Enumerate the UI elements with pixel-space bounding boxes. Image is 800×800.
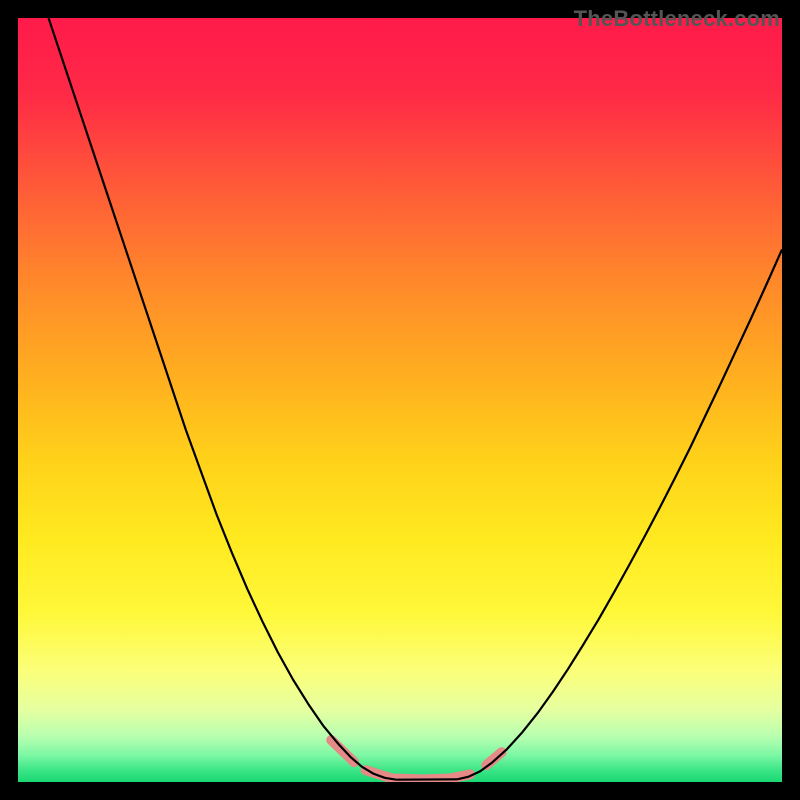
chart-svg (18, 18, 782, 782)
gradient-background (18, 18, 782, 782)
outer-frame: TheBottleneck.com (0, 0, 800, 800)
plot-area (18, 18, 782, 782)
watermark-text: TheBottleneck.com (574, 6, 780, 32)
